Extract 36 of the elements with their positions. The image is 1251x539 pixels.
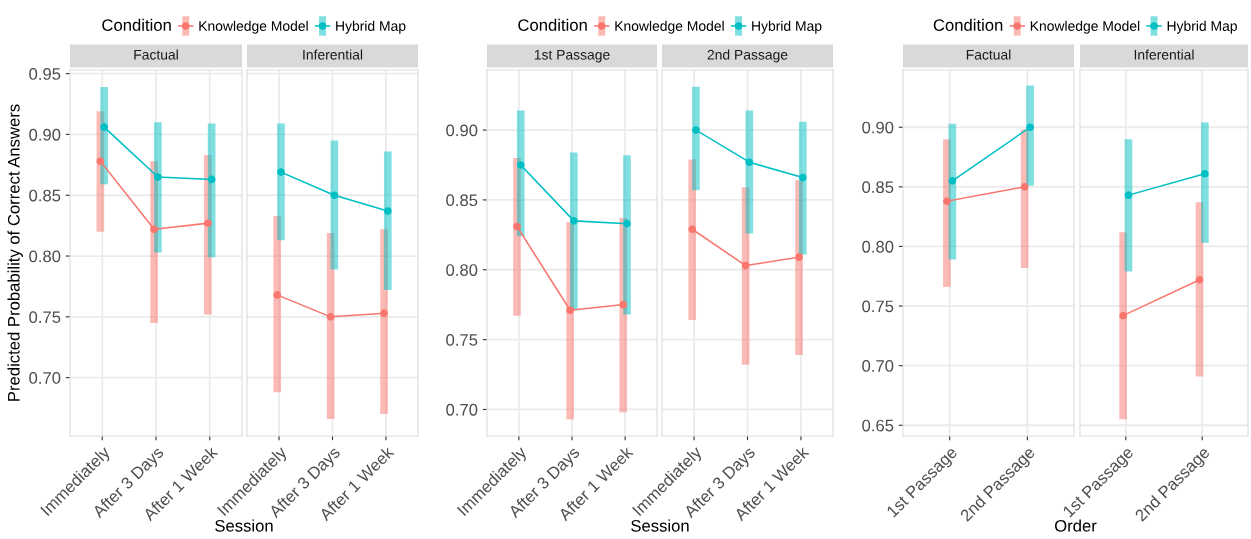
legend-title: Condition [102,18,171,31]
y-tick-label: 0.85 [862,181,894,194]
chart-title: 1st Passage [534,49,610,63]
y-tick-label: 0.70 [29,372,61,384]
chart-title: Factual [134,49,178,60]
y-tick-label: 0.75 [446,334,478,346]
legend-label: Knowledge Model [615,20,724,34]
y-tick-label: 0.85 [29,189,61,202]
legend-title: Condition [933,18,1003,31]
chart-title: Factual [966,49,1011,60]
y-tick-label: 0.80 [446,264,478,276]
legend-label: Knowledge Model [1030,20,1140,34]
y-tick-label: 0.90 [446,124,478,137]
x-axis-title: Order [1054,519,1097,532]
y-tick-label: 0.80 [862,240,894,253]
y-tick-label: 0.70 [446,403,478,416]
y-tick-label: 0.75 [29,311,61,324]
legend-label: Hybrid Map [336,20,406,34]
chart-title: Inferential [303,49,363,60]
legend-label: Hybrid Map [752,20,822,34]
legend-title: Condition [518,18,587,31]
legend-label: Knowledge Model [199,20,308,34]
y-tick-label: 0.90 [862,121,894,134]
x-axis-title: Session [631,519,689,532]
chart-title: Inferential [1134,49,1194,60]
y-tick-label: 0.90 [29,128,61,141]
y-tick-label: 0.70 [862,360,894,372]
legend-label: Hybrid Map [1167,20,1237,34]
y-tick-label: 0.80 [29,250,61,263]
y-tick-label: 0.85 [446,194,478,207]
y-tick-label: 0.95 [29,68,61,80]
chart-title: 2nd Passage [707,49,788,63]
y-tick-label: 0.75 [862,300,894,313]
y-tick-label: 0.65 [862,419,894,432]
x-axis-title: Session [215,519,273,532]
y-axis-title: Predicted Probability of Correct Answers [7,104,23,401]
